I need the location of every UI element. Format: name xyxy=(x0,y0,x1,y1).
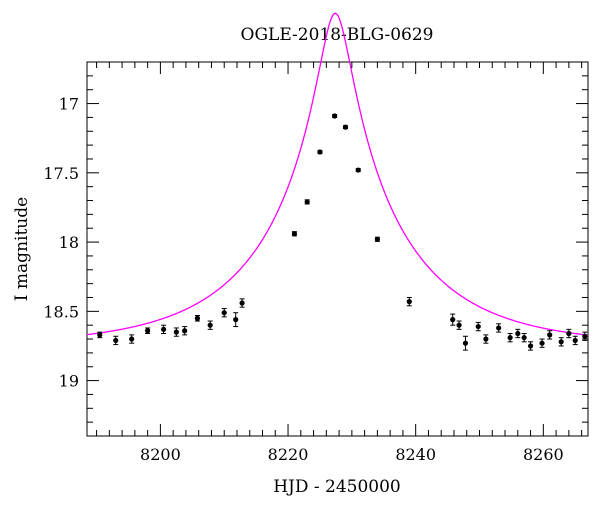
point-marker xyxy=(145,328,151,334)
tick-labels: 8200 8220 8240 8260 17 17.5 18 18.5 19 xyxy=(43,95,563,464)
plot-frame xyxy=(86,61,589,437)
point-marker xyxy=(129,336,135,342)
data-point xyxy=(239,298,245,308)
data-point xyxy=(406,296,412,307)
point-marker xyxy=(456,322,462,328)
point-marker xyxy=(173,329,179,335)
point-marker xyxy=(332,113,338,119)
x-axis-label: HJD - 2450000 xyxy=(273,477,401,497)
data-point xyxy=(496,323,502,333)
point-marker xyxy=(194,315,201,321)
point-marker xyxy=(182,328,188,334)
data-point xyxy=(233,312,239,328)
y-tick-label: 18 xyxy=(59,233,79,252)
data-point xyxy=(207,320,213,330)
point-marker xyxy=(582,333,588,339)
data-point xyxy=(374,236,380,242)
point-marker xyxy=(374,236,380,242)
data-point xyxy=(291,231,298,237)
point-marker xyxy=(475,323,481,330)
data-points xyxy=(97,113,588,351)
data-point xyxy=(558,337,564,347)
data-point xyxy=(582,331,588,341)
data-point xyxy=(462,335,469,351)
point-marker xyxy=(483,336,489,342)
point-marker xyxy=(291,231,298,237)
data-point xyxy=(160,324,167,334)
point-marker xyxy=(521,335,527,341)
y-axis-label: I magnitude xyxy=(12,197,32,301)
chart-title: OGLE-2018-BLG-0629 xyxy=(241,25,434,45)
data-point xyxy=(221,308,227,318)
data-point xyxy=(332,113,338,119)
model-curve xyxy=(86,12,589,336)
x-tick-label: 8220 xyxy=(268,445,309,464)
data-point xyxy=(317,149,323,155)
data-point xyxy=(475,321,481,332)
point-marker xyxy=(97,332,103,338)
point-marker xyxy=(221,310,227,316)
point-marker xyxy=(515,330,521,337)
data-point xyxy=(521,332,527,343)
y-tick-label: 17 xyxy=(59,95,79,114)
data-point xyxy=(539,338,545,348)
point-marker xyxy=(304,199,310,205)
point-marker xyxy=(547,332,553,338)
data-point xyxy=(342,124,349,130)
data-point xyxy=(572,335,578,346)
point-marker xyxy=(507,335,513,341)
data-point xyxy=(527,341,534,351)
data-point xyxy=(483,334,489,344)
point-marker xyxy=(558,339,564,345)
point-marker xyxy=(566,330,572,337)
data-point xyxy=(182,326,188,336)
point-marker xyxy=(527,343,534,349)
data-point xyxy=(566,328,572,339)
y-tick-label: 18.5 xyxy=(43,302,79,321)
data-point xyxy=(547,330,553,340)
point-marker xyxy=(355,167,361,173)
y-tick-label: 19 xyxy=(59,372,79,391)
axis-ticks xyxy=(87,61,588,437)
y-tick-label: 17.5 xyxy=(43,164,79,183)
data-point xyxy=(113,335,119,346)
point-marker xyxy=(317,149,323,155)
data-point xyxy=(515,328,521,339)
point-marker xyxy=(207,322,213,328)
point-marker xyxy=(406,299,412,305)
data-point xyxy=(97,331,103,339)
data-point xyxy=(304,199,310,205)
data-point xyxy=(173,327,179,337)
point-marker xyxy=(539,340,545,346)
point-marker xyxy=(113,337,119,344)
data-point xyxy=(145,327,151,334)
x-tick-label: 8200 xyxy=(140,445,181,464)
x-tick-label: 8240 xyxy=(395,445,436,464)
point-marker xyxy=(496,325,502,331)
data-point xyxy=(450,313,456,326)
data-point xyxy=(129,334,135,344)
data-point xyxy=(456,320,462,330)
point-marker xyxy=(450,317,456,323)
x-tick-label: 8260 xyxy=(523,445,564,464)
point-marker xyxy=(342,124,349,130)
point-marker xyxy=(160,326,167,332)
data-point xyxy=(194,314,201,322)
data-point xyxy=(355,167,361,173)
point-marker xyxy=(572,337,578,344)
point-marker xyxy=(239,300,245,306)
point-marker xyxy=(233,317,239,323)
data-point xyxy=(507,332,513,343)
point-marker xyxy=(462,340,469,346)
